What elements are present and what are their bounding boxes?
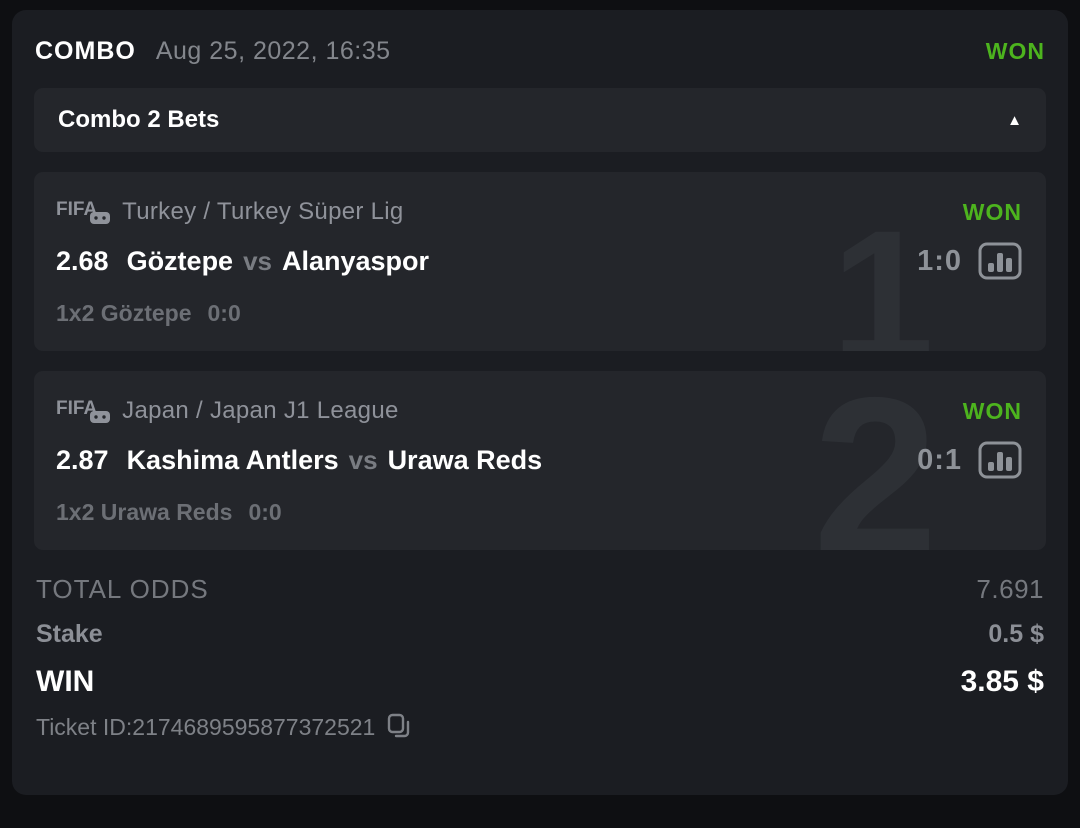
market-score: 0:0 [248, 499, 282, 525]
home-team: Kashima Antlers [126, 444, 339, 475]
bet-card-2: 2 FIFA Japan / Japan J1 League WON 2.87 … [34, 371, 1046, 550]
market-selection: 1x2 Göztepe [56, 300, 192, 326]
ticket-status-badge: WON [985, 37, 1045, 64]
match-score: 0:1 [917, 443, 962, 476]
vs-label: vs [348, 444, 378, 475]
market-selection: 1x2 Urawa Reds [56, 499, 233, 525]
bar-chart-icon[interactable] [978, 242, 1022, 280]
away-team: Alanyaspor [282, 245, 430, 276]
bet-odds: 2.68 [56, 245, 109, 276]
fifa-gamepad-icon: FIFA [56, 199, 111, 225]
bet-status-badge: WON [962, 397, 1022, 424]
away-team: Urawa Reds [387, 444, 543, 475]
win-value: 3.85 $ [960, 665, 1044, 698]
ticket-id-value: 2174689595877372521 [132, 713, 376, 740]
combo-bets-label: Combo 2 Bets [58, 106, 220, 133]
copy-icon[interactable] [387, 713, 411, 741]
chevron-up-icon[interactable]: ▲ [1007, 111, 1022, 129]
league-name: Turkey / Turkey Süper Lig [122, 198, 404, 225]
home-team: Göztepe [126, 245, 234, 276]
league-name: Japan / Japan J1 League [122, 397, 399, 424]
win-label: WIN [36, 665, 95, 698]
bet-card-1: 1 FIFA Turkey / Turkey Süper Lig WON 2.6… [34, 172, 1046, 351]
stake-label: Stake [36, 620, 103, 648]
bet-odds: 2.87 [56, 444, 109, 475]
bar-chart-icon[interactable] [978, 441, 1022, 479]
market-score: 0:0 [207, 300, 241, 326]
ticket-summary: TOTAL ODDS 7.691 Stake 0.5 $ WIN 3.85 $ … [34, 574, 1046, 741]
vs-label: vs [243, 245, 272, 276]
ticket-datetime: Aug 25, 2022, 16:35 [155, 36, 391, 65]
bet-ticket-card: COMBO Aug 25, 2022, 16:35 WON Combo 2 Be… [12, 10, 1068, 795]
total-odds-label: TOTAL ODDS [36, 574, 209, 604]
total-odds-value: 7.691 [976, 574, 1044, 604]
match-score: 1:0 [917, 244, 962, 277]
combo-collapse-bar[interactable]: Combo 2 Bets ▲ [34, 88, 1046, 152]
ticket-header: COMBO Aug 25, 2022, 16:35 WON [34, 32, 1046, 70]
bet-status-badge: WON [962, 198, 1022, 225]
ticket-id-label: Ticket ID: [36, 713, 133, 740]
ticket-type-label: COMBO [35, 36, 136, 65]
fifa-gamepad-icon: FIFA [56, 398, 111, 424]
stake-value: 0.5 $ [988, 620, 1044, 648]
